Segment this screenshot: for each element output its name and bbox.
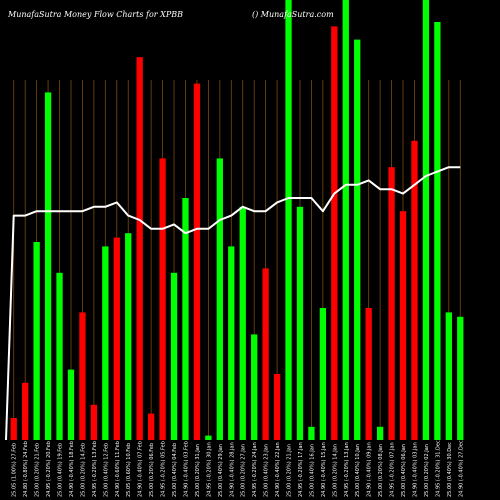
bar-up [296, 206, 304, 440]
bar-up [216, 158, 223, 440]
bar-up [445, 312, 452, 440]
bar-down [411, 140, 418, 441]
bar-up [354, 39, 361, 440]
bar-up [376, 426, 384, 440]
bar-down [79, 312, 86, 440]
x-tick-label: 25.00 (0.20%) 21.Feb [35, 443, 41, 497]
bar-up [228, 246, 235, 440]
bar-down [273, 374, 281, 440]
x-tick-label: 25.00 (0.40%) 30.Dec [447, 442, 453, 497]
x-tick-label: 24.95 (-0.20%) 07.Jan [390, 442, 396, 497]
x-tick-label: 25.00 (0.40%) 12.Feb [103, 443, 109, 497]
bar-up [67, 369, 75, 440]
x-tick-label: 24.90 (-0.40%) 28.Jan [229, 442, 235, 497]
x-tick-label: 24.95 (-0.20%) 30.Jan [206, 442, 212, 497]
bar-down [159, 158, 166, 440]
bar-up [285, 0, 292, 440]
x-tick-label: 25.00 (0.40%) 04.Feb [172, 443, 178, 497]
x-tick-label: 25.00 (0.40%) 06.Jan [401, 444, 407, 497]
x-tick-label: 25.00 (0.40%) 23.Jan [264, 444, 270, 497]
bar-up [205, 435, 212, 440]
line-series [5, 166, 461, 441]
x-tick-label: 25.05 (1.00%) 27.Feb [12, 443, 18, 497]
x-tick-labels: 25.05 (1.00%) 27.Feb 24.80 (-0.80%) 24.Fe… [12, 440, 465, 497]
bar-up [33, 242, 40, 440]
bar-down [10, 418, 17, 440]
x-tick-label: 24.95 (-0.20%) 24.Jan [252, 442, 258, 497]
x-tick-label: 24.80 (-0.80%) 24.Feb [23, 441, 29, 497]
x-tick-label: 25.00 (0.20%) 21.Jan [287, 444, 293, 497]
x-tick-label: 24.90 (-0.60%) 11.Feb [115, 441, 121, 497]
bar-up [125, 233, 132, 440]
x-tick-label: 24.95 (-0.20%) 05.Feb [161, 441, 167, 497]
x-tick-label: 24.90 (-0.40%) 03.Jan [412, 442, 418, 497]
x-tick-label: 24.90 (-0.40%) 27.Dec [458, 440, 464, 497]
bar-up [56, 272, 63, 440]
x-tick-label: 24.95 (-0.20%) 31.Dec [435, 440, 441, 497]
x-tick-label: 25.00 (0.20%) 02.Jan [424, 444, 430, 497]
x-tick-label: 25.00 (0.40%) 19.Feb [58, 443, 64, 497]
x-tick-label: 24.90 (-0.40%) 09.Jan [367, 442, 373, 497]
x-tick-label: 25.00 (0.40%) 29.Jan [218, 444, 224, 497]
x-tick-label: 24.90 (-0.40%) 22.Jan [275, 442, 281, 497]
bar-down [388, 167, 395, 440]
x-tick-label: 24.90 (-0.40%) 18.Feb [69, 441, 75, 497]
x-tick-label: 25.05 (0.60%) 10.Feb [126, 443, 132, 497]
bar-down [90, 404, 98, 440]
x-tick-label: 25.00 (0.40%) 16.Jan [309, 444, 315, 497]
x-tick-label: 24.95 (-0.20%) 13.Jan [344, 442, 350, 497]
bars [10, 0, 464, 441]
bar-up [457, 316, 464, 440]
bar-up [102, 246, 109, 440]
bar-up [319, 308, 327, 440]
bar-up [182, 198, 189, 440]
x-tick-label: 24.95 (-0.20%) 20.Feb [46, 441, 52, 497]
bar-down [262, 268, 269, 440]
x-tick-label: 24.90 (-0.40%) 07.Feb [138, 441, 144, 497]
bar-down [193, 83, 201, 440]
x-tick-label: 24.95 (-0.20%) 17.Jan [298, 442, 304, 497]
x-tick-label: 24.90 (-0.40%) 15.Jan [321, 442, 327, 497]
x-tick-label: 25.00 (0.20%) 14.Feb [80, 443, 86, 497]
bar-down [22, 382, 29, 440]
chart-header-left: MunafaSutra Money Flow Charts for XPBB [7, 10, 183, 19]
x-tick-label: 25.00 (0.20%) 31.Jan [195, 444, 201, 497]
bar-up [342, 0, 349, 440]
bar-down [365, 308, 372, 440]
bar-up [170, 272, 178, 440]
x-tick-label: 25.00 (0.20%) 14.Jan [332, 444, 338, 497]
money-flow-line [5, 166, 461, 441]
x-tick-label: 25.00 (0.40%) 10.Jan [355, 444, 361, 497]
chart-header-right: () MunafaSutra.com [252, 10, 334, 19]
x-tick-label: 25.00 (0.20%) 06.Feb [149, 443, 155, 497]
bar-down [331, 26, 338, 441]
bar-up [44, 92, 52, 441]
bar-down [147, 413, 155, 440]
x-tick-label: 25.00 (0.20%) 08.Jan [378, 444, 384, 497]
bar-up [422, 0, 430, 440]
bar-up [251, 334, 258, 440]
bar-up [239, 206, 246, 440]
bar-up [308, 426, 315, 440]
x-tick-label: 24.95 (-0.20%) 13.Feb [92, 441, 98, 497]
bar-down [113, 237, 120, 440]
bar-down [136, 57, 143, 440]
x-tick-label: 24.90 (-0.40%) 03.Feb [183, 441, 189, 497]
x-tick-label: 25.00 (0.20%) 27.Jan [241, 444, 247, 497]
bar-up [434, 22, 441, 440]
bar-down [399, 211, 407, 440]
